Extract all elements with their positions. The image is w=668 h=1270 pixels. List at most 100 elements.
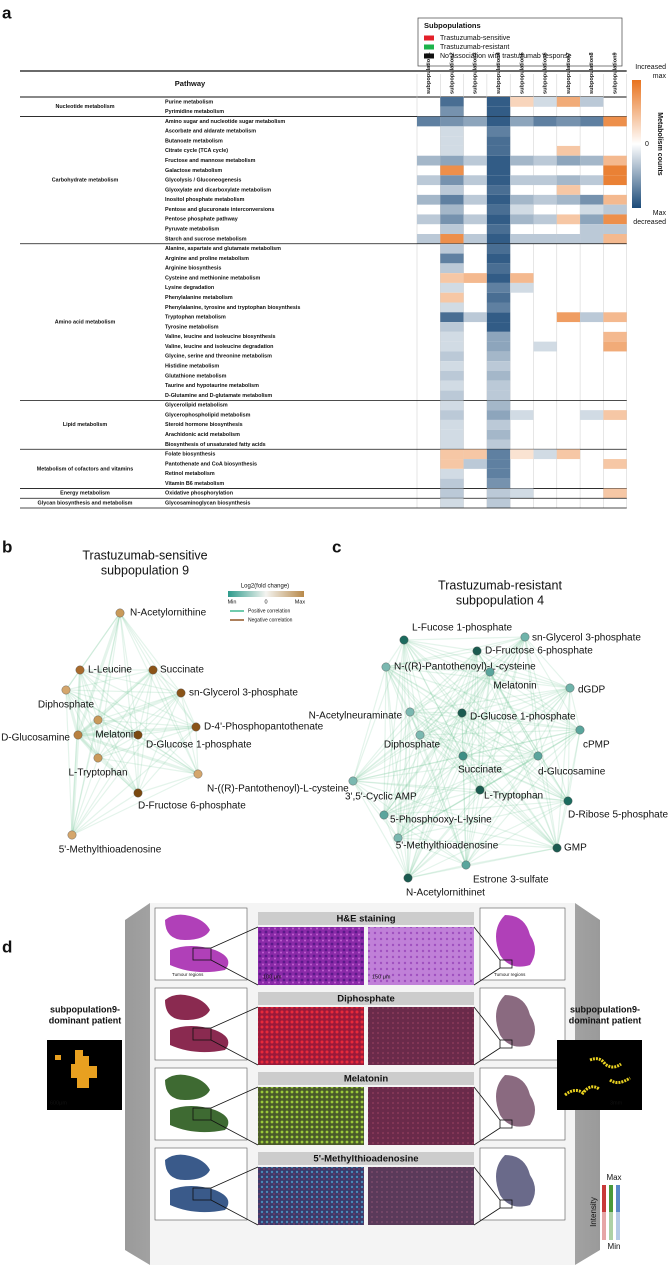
edge (407, 734, 421, 879)
edge (383, 800, 569, 816)
edge (71, 726, 197, 836)
heat-cell (486, 410, 511, 420)
edge (403, 639, 421, 736)
edge (383, 734, 421, 816)
edge (79, 669, 197, 728)
heat-cell (440, 478, 464, 489)
edge (385, 666, 463, 714)
edge (77, 733, 199, 776)
node (457, 708, 467, 718)
heat-cell (603, 204, 627, 215)
pathway-label: Glycosaminoglycan biosynthesis (165, 501, 250, 507)
edge (462, 755, 481, 791)
edge (65, 689, 182, 694)
node-label: cPMP (583, 740, 610, 751)
edge (409, 711, 463, 714)
heat-cell (603, 194, 627, 205)
heat-cell (440, 292, 464, 303)
heat-cell (603, 331, 627, 342)
edge (97, 692, 182, 759)
column-label: subpopulation7 (566, 52, 572, 94)
edge (409, 711, 581, 731)
heat-cell (440, 126, 464, 137)
edge (409, 711, 558, 849)
edge (397, 800, 569, 839)
heat-cell (603, 459, 627, 469)
edge (137, 692, 182, 794)
patient-label: dominant patient (49, 1015, 122, 1025)
edge (383, 814, 558, 849)
node (176, 688, 186, 698)
heat-cell (417, 234, 441, 244)
heat-cell (440, 371, 464, 381)
heat-cell (510, 194, 534, 205)
edge (397, 837, 467, 866)
edge (403, 639, 481, 791)
panel-label: b (2, 537, 12, 556)
heat-cell (580, 204, 604, 215)
edge (489, 671, 539, 757)
heat-cell (440, 419, 464, 430)
heat-cell (440, 185, 464, 195)
heat-cell (603, 312, 627, 323)
heat-cell (417, 116, 441, 127)
heat-cell (580, 175, 604, 186)
node (75, 665, 85, 675)
edge (397, 650, 478, 839)
node (520, 632, 530, 642)
edge (383, 671, 491, 816)
scale-bar: 600μm (50, 1100, 67, 1106)
edge (79, 669, 99, 759)
tissue (496, 995, 535, 1047)
patient-label: subpopulation9- (570, 1004, 640, 1014)
edge (461, 636, 526, 714)
heat-cell (486, 243, 511, 254)
legend-swatch (424, 53, 434, 59)
pathway-label: Amino sugar and nucleotide sugar metabol… (165, 119, 285, 125)
edge (419, 734, 464, 757)
pathway-label: Pyrimidine metabolism (165, 109, 224, 115)
legend-tick: Min (228, 599, 237, 605)
edge (567, 729, 581, 802)
heat-cell (463, 273, 487, 283)
heat-cell (486, 371, 511, 381)
heat-cell (603, 488, 627, 499)
edge (461, 712, 481, 791)
heat-cell (556, 145, 581, 156)
heat-cell (556, 214, 581, 225)
heat-cell (580, 97, 604, 107)
edge (195, 726, 199, 775)
edge (385, 666, 569, 802)
legend-swatch (424, 44, 434, 50)
edge (537, 755, 569, 802)
edge (71, 734, 139, 836)
node-label: Melatonin (493, 681, 536, 692)
edge (79, 669, 182, 694)
heat-cell (580, 224, 604, 234)
heat-cell (440, 468, 464, 479)
colorbar-label: Max (653, 210, 667, 217)
edge (137, 773, 199, 794)
edge (524, 636, 539, 757)
heat-cell (486, 185, 511, 195)
edge (383, 712, 463, 816)
tissue (165, 1074, 229, 1133)
node (193, 769, 203, 779)
edge (476, 650, 558, 849)
heat-cell (440, 106, 464, 117)
pathway-label: Glycerophospholipid metabolism (165, 412, 251, 418)
edge (476, 636, 526, 652)
scale-bar: 150 μm (372, 974, 391, 980)
heat-cell (603, 410, 627, 420)
heat-cell (463, 459, 487, 469)
pathway-label: Retinol metabolism (165, 471, 215, 477)
edge (97, 734, 139, 759)
zoom-image (258, 927, 364, 985)
edge (65, 669, 154, 691)
legend-box (417, 17, 623, 67)
legend-tick: 0 (264, 599, 267, 605)
edge (465, 671, 491, 866)
edge (352, 780, 569, 802)
edge (419, 734, 539, 757)
edge (385, 639, 405, 668)
